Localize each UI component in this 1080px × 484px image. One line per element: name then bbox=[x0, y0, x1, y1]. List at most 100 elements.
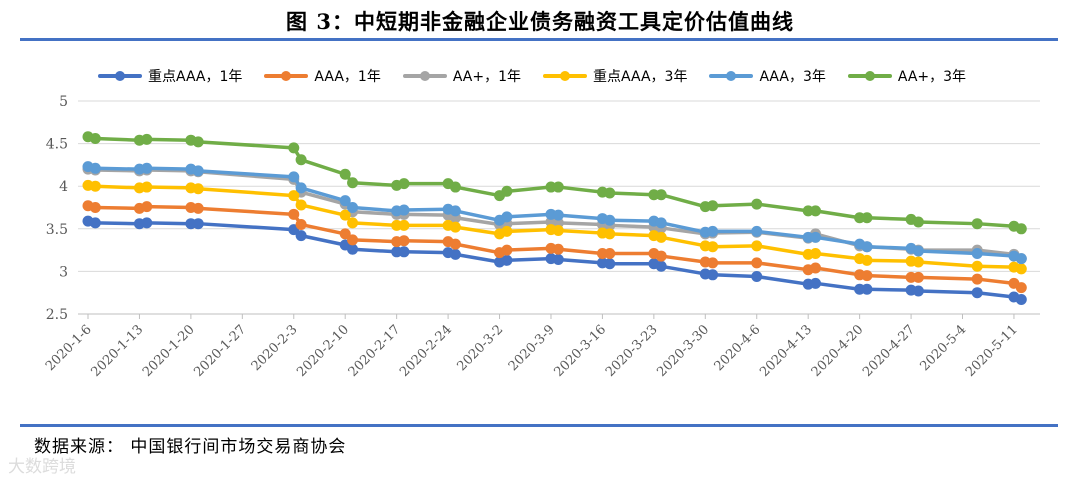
data-point bbox=[339, 228, 351, 240]
data-point bbox=[810, 205, 822, 217]
data-point bbox=[398, 219, 410, 231]
data-point bbox=[89, 132, 101, 144]
data-point bbox=[501, 211, 513, 223]
data-point bbox=[339, 195, 351, 207]
data-point bbox=[192, 136, 204, 148]
data-point bbox=[707, 241, 719, 253]
legend-item: AAA，1年 bbox=[264, 66, 381, 86]
x-tick-label: 2020-1-13 bbox=[89, 322, 147, 380]
data-point bbox=[398, 246, 410, 258]
data-point bbox=[347, 243, 359, 255]
data-point bbox=[655, 189, 667, 201]
legend-swatch bbox=[264, 71, 309, 81]
data-point bbox=[89, 180, 101, 192]
data-point bbox=[861, 283, 873, 295]
legend-swatch bbox=[709, 71, 754, 81]
x-tick-label: 2020-5-11 bbox=[963, 322, 1021, 380]
data-point bbox=[347, 217, 359, 229]
watermark: 大数跨境 bbox=[8, 457, 76, 477]
legend-swatch bbox=[543, 71, 588, 81]
legend-label: AA+，3年 bbox=[897, 69, 967, 85]
legend-label: AA+，1年 bbox=[452, 69, 522, 85]
data-point bbox=[707, 225, 719, 237]
data-point bbox=[1015, 253, 1027, 265]
data-point bbox=[449, 248, 461, 260]
y-tick-label: 4 bbox=[59, 179, 68, 195]
data-point bbox=[192, 183, 204, 195]
x-tick-label: 2020-4-20 bbox=[809, 322, 867, 380]
x-tick-label: 2020-2-17 bbox=[346, 322, 404, 380]
x-tick-label: 2020-4-6 bbox=[712, 322, 764, 374]
data-point bbox=[655, 250, 667, 262]
x-tick-label: 2020-1-27 bbox=[191, 322, 249, 380]
data-point bbox=[141, 217, 153, 229]
data-point bbox=[861, 270, 873, 282]
series-layer bbox=[82, 131, 1027, 306]
data-point bbox=[449, 205, 461, 217]
data-point bbox=[295, 199, 307, 211]
data-point bbox=[655, 217, 667, 229]
data-point bbox=[288, 171, 300, 183]
y-tick-label: 4.5 bbox=[46, 137, 68, 153]
x-tick-label: 2020-2-3 bbox=[249, 322, 301, 374]
data-point bbox=[192, 165, 204, 177]
data-point bbox=[912, 285, 924, 297]
series-2 bbox=[82, 200, 1027, 294]
data-point bbox=[295, 230, 307, 242]
data-point bbox=[288, 208, 300, 220]
data-point bbox=[339, 209, 351, 221]
data-point bbox=[655, 260, 667, 272]
x-tick-label: 2020-3-9 bbox=[506, 322, 558, 374]
legend-item: AAA，3年 bbox=[709, 66, 826, 86]
x-tick-label: 2020-5-4 bbox=[917, 322, 969, 374]
data-point bbox=[552, 181, 564, 193]
legend-label: AAA，1年 bbox=[314, 69, 381, 85]
data-point bbox=[339, 168, 351, 180]
data-point bbox=[552, 217, 564, 229]
data-point bbox=[861, 212, 873, 224]
data-point bbox=[1015, 263, 1027, 275]
top-rule bbox=[20, 38, 1058, 41]
data-point bbox=[398, 178, 410, 190]
data-point bbox=[141, 162, 153, 174]
data-point bbox=[604, 214, 616, 226]
legend-swatch bbox=[402, 71, 447, 81]
data-point bbox=[971, 248, 983, 260]
data-point bbox=[288, 190, 300, 202]
x-tick-label: 2020-3-30 bbox=[654, 322, 712, 380]
x-tick-label: 2020-2-24 bbox=[397, 322, 455, 380]
data-point bbox=[501, 185, 513, 197]
x-tick-label: 2020-4-13 bbox=[757, 322, 815, 380]
data-point bbox=[449, 238, 461, 250]
data-point bbox=[295, 154, 307, 166]
series-4 bbox=[82, 179, 1027, 275]
data-point bbox=[810, 248, 822, 260]
y-tick-label: 2.5 bbox=[46, 307, 68, 323]
data-point bbox=[89, 162, 101, 174]
data-point bbox=[347, 234, 359, 246]
data-point bbox=[912, 256, 924, 268]
legend-label: 重点AAA，3年 bbox=[593, 69, 688, 85]
data-point bbox=[295, 219, 307, 231]
data-point bbox=[1015, 223, 1027, 235]
data-point bbox=[707, 200, 719, 212]
data-point bbox=[971, 287, 983, 299]
series-6 bbox=[82, 131, 1027, 235]
x-tick-label: 2020-1-20 bbox=[140, 322, 198, 380]
data-point bbox=[655, 231, 667, 243]
data-point bbox=[501, 244, 513, 256]
data-point bbox=[971, 260, 983, 272]
bottom-rule bbox=[20, 424, 1058, 427]
data-point bbox=[912, 216, 924, 228]
data-point bbox=[912, 245, 924, 257]
data-point bbox=[288, 142, 300, 154]
data-point bbox=[295, 182, 307, 194]
chart-legend: 重点AAA，1年 AAA，1年 AA+，1年 重点AAA，3年 AAA，3年 AA+，3年 bbox=[98, 66, 966, 86]
data-point bbox=[810, 262, 822, 274]
x-tick-label: 2020-3-2 bbox=[454, 322, 506, 374]
chart-title: 图 3：中短期非金融企业债务融资工具定价估值曲线 bbox=[286, 9, 794, 34]
data-point bbox=[861, 241, 873, 253]
legend-label: AAA，3年 bbox=[759, 69, 826, 85]
data-point bbox=[552, 225, 564, 237]
